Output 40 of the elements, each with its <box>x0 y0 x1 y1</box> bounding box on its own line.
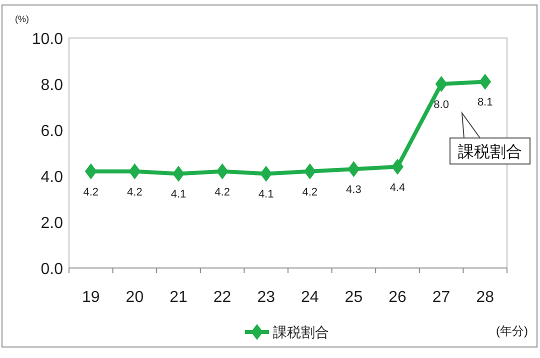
text: 4.4 <box>390 182 406 194</box>
point <box>84 163 97 180</box>
x-tick-label: 19 <box>82 289 100 306</box>
text: 8.0 <box>434 99 449 111</box>
text: 4.3 <box>346 184 362 196</box>
y-tick-label: 10.0 <box>32 31 64 48</box>
text: 8.1 <box>477 96 493 109</box>
point <box>435 76 448 92</box>
text: 4.2 <box>214 186 230 198</box>
point <box>348 161 360 178</box>
x-tick-label: 27 <box>432 289 450 306</box>
y-tick-label: 8.0 <box>40 77 64 94</box>
y-tick-label: 0.0 <box>40 261 64 278</box>
annotation: 課税割合 <box>458 143 522 161</box>
point <box>304 163 316 180</box>
x-tick-label: 28 <box>476 289 494 306</box>
x-tick-label: 26 <box>388 289 406 306</box>
text: 4.2 <box>83 186 99 198</box>
y-tick-label: 2.0 <box>40 215 64 232</box>
point <box>128 163 141 180</box>
point <box>392 158 404 175</box>
x-tick-label: 20 <box>126 289 144 306</box>
y-tick-label: 6.0 <box>40 123 64 140</box>
text: 4.1 <box>170 188 186 201</box>
y-axis-title: (%) <box>15 14 29 24</box>
x-tick-label: 21 <box>170 289 188 306</box>
x-axis-title: (年分) <box>496 324 528 338</box>
text: 4.2 <box>127 186 142 198</box>
x-tick-label: 22 <box>213 289 232 306</box>
legend-label: 課税割合 <box>273 324 329 340</box>
text: 4.2 <box>302 186 318 198</box>
x-tick-label: 23 <box>257 289 276 306</box>
point <box>479 74 492 90</box>
point <box>216 163 228 180</box>
text: 4.1 <box>258 188 274 201</box>
x-tick-label: 24 <box>301 289 319 306</box>
x-tick-label: 25 <box>344 289 363 306</box>
point <box>260 166 272 182</box>
y-tick-label: 4.0 <box>40 169 64 186</box>
point <box>172 166 184 182</box>
